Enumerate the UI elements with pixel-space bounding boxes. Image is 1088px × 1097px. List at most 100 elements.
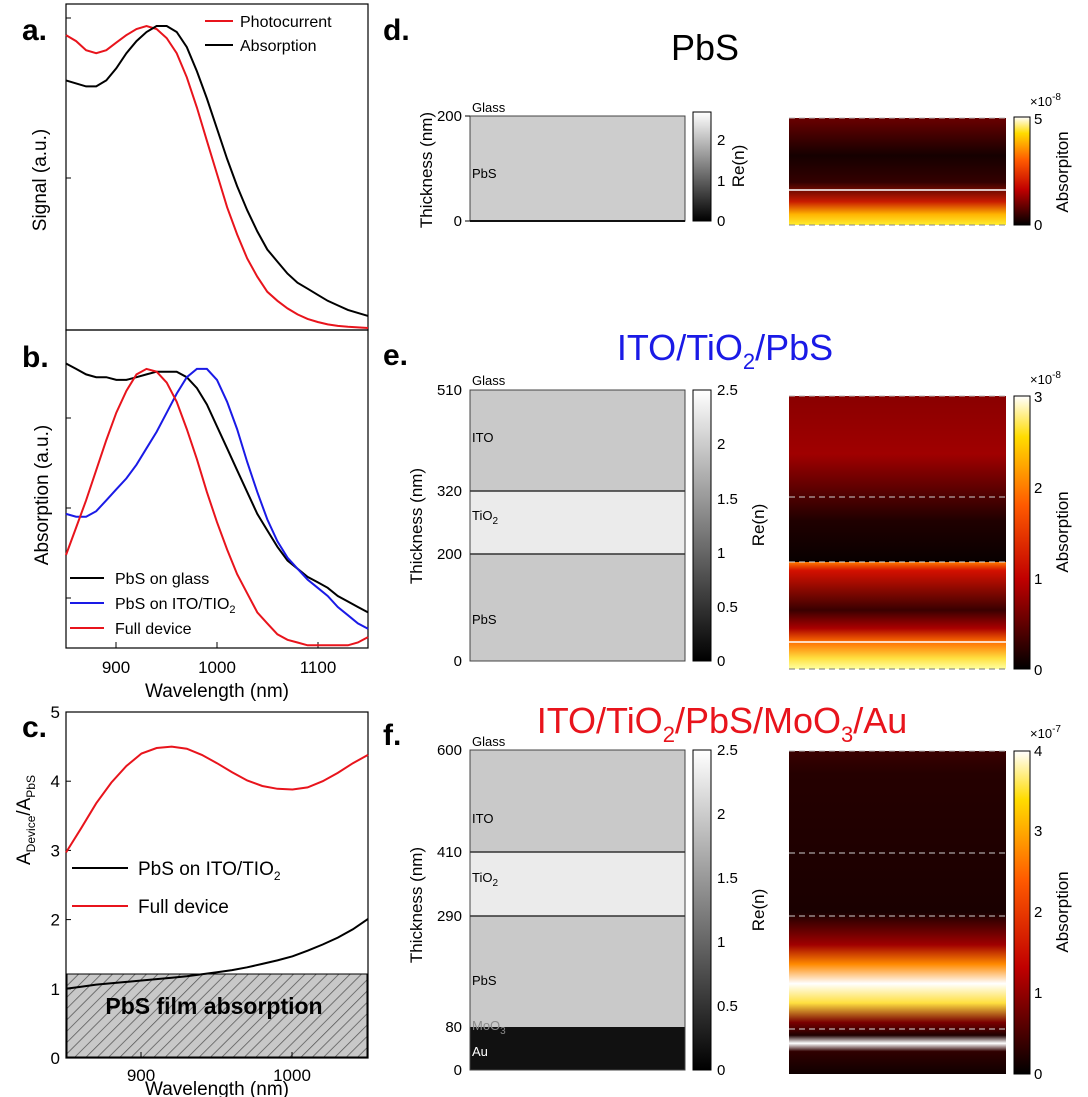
series-line-b-1 [65,362,369,614]
ytick-label-d-0: 0 [454,213,462,230]
colorbar-abs-d: 0 5 ×10-8 Absorpiton [1013,92,1072,234]
ylabel-c: ADevice/APbS [14,775,38,865]
ytick-label-c-4: 4 [51,772,60,791]
colorbar-abs-f: 0 1 2 3 4 ×10-7 Absorption [1013,724,1072,1083]
layer-tio2-f [470,852,685,916]
series-line-a-2 [65,25,369,317]
layer-pbs-d [469,115,686,222]
ytick-label-e-320: 320 [437,483,462,500]
legend-b-label-2: PbS on ITO/TIO2 [115,596,236,616]
cbar-label-f: Re(n) [749,889,768,932]
cbar-tick-e-0: 0 [717,653,725,670]
xtick-label-c-1000: 1000 [273,1066,311,1085]
yticks-b [66,417,71,599]
ytick-label-c-3: 3 [51,841,60,860]
ytick-label-e-0: 0 [454,653,462,670]
cbar-tick-f-2: 2 [717,806,725,823]
xtick-label-b-1000: 1000 [198,658,236,677]
xtick-label-c-900: 900 [127,1066,155,1085]
absorption-map-e-lower [789,562,1006,669]
legend-a-label-2: Absorption [240,38,317,55]
abs-exp-e: ×10-8 [1030,370,1061,387]
plot-c-frame [65,711,369,1059]
xlabel-c: Wavelength (nm) [145,1079,289,1097]
cbar-tick-e-0.5: 0.5 [717,599,738,616]
plot-a: Photocurrent Absorption [65,3,369,331]
abs-tick-d-0: 0 [1034,217,1042,234]
cbar-tick-e-1: 1 [717,545,725,562]
xticks-b [115,642,319,648]
structure-f: Glass ITO TiO2 PbS MoO3 Au 600 410 290 8… [437,734,686,1079]
abs-exp-d: ×10-8 [1030,92,1061,109]
xtick-label-b-900: 900 [102,658,130,677]
series-a [65,24,369,329]
colorbar-abs-d-ramp [1013,116,1031,226]
ytick-label-c-2: 2 [51,911,60,930]
abs-label-e: Absorption [1053,491,1072,572]
xtick-label-b-1100: 1100 [300,658,337,677]
title-d: PbS [671,27,739,68]
ytick-label-f-290: 290 [437,908,462,925]
legend-a-label-1: Photocurrent [240,14,332,31]
panel-letter-d: d. [383,14,410,47]
ytick-label-e-510: 510 [437,382,462,399]
cbar-tick-f-0.5: 0.5 [717,998,738,1015]
layer-ito-f [470,750,685,852]
pbs-film-absorption-band [66,973,368,1058]
panel-letter-b: b. [22,341,49,374]
title-e: ITO/TiO2/PbS [617,327,833,374]
cbar-tick-e-2: 2 [717,436,725,453]
cbar-tick-d-0: 0 [717,213,725,230]
cbar-tick-d-1: 1 [717,173,725,190]
cbar-tick-f-1: 1 [717,934,725,951]
layer-moo3-au-f [470,1027,685,1070]
structure-f-frame [469,749,686,1071]
cbar-tick-f-1.5: 1.5 [717,870,738,887]
ytick-label-c-1: 1 [51,980,60,999]
ytick-label-c-0: 0 [51,1049,60,1068]
colorbar-ren-f-ramp [692,749,712,1071]
layer-label-glass-e: Glass [472,373,506,388]
layer-label-au-f: Au [472,1044,488,1059]
abs-tick-e-2: 2 [1034,480,1042,497]
layer-label-pbs-e: PbS [472,612,497,627]
ylabel-f: Thickness (nm) [407,847,426,963]
cbar-tick-e-2.5: 2.5 [717,382,738,399]
ytick-label-c-5: 5 [51,703,60,722]
layer-tio2-e [470,491,685,554]
ylabel-d: Thickness (nm) [417,112,436,228]
panel-letter-c: c. [22,711,47,744]
colorbar-ren-f: 0 0.5 1 1.5 2 2.5 Re(n) [692,742,768,1079]
cbar-tick-e-1.5: 1.5 [717,491,738,508]
absorption-map-d [789,117,1006,226]
colorbar-ren-d: 0 1 2 Re(n) [692,111,748,230]
layer-ito-e [470,390,685,491]
ytick-label-f-80: 80 [445,1019,462,1036]
absorption-map-f [789,750,1006,1074]
abs-tick-f-3: 3 [1034,823,1042,840]
series-c [65,745,369,990]
structure-d: Glass PbS 200 0 [437,100,686,230]
ylabel-e: Thickness (nm) [407,468,426,584]
series-line-a-1 [65,24,369,329]
colorbar-ren-e: 0 0.5 1 1.5 2 2.5 Re(n) [692,382,768,670]
abs-tick-f-0: 0 [1034,1066,1042,1083]
xlabel-b: Wavelength (nm) [145,681,289,702]
absorption-map-e [789,395,1006,670]
title-f: ITO/TiO2/PbS/MoO3/Au [537,700,908,747]
series-line-c-2 [65,745,369,854]
series-line-c-1 [65,918,369,990]
structure-e: Glass ITO TiO2 PbS 510 320 200 0 [437,373,686,670]
abs-tick-f-4: 4 [1034,743,1042,760]
ylabel-a: Signal (a.u.) [30,129,51,231]
structure-e-frame [469,389,686,662]
absorption-map-d-fill [789,118,1006,225]
series-line-b-2 [65,367,369,630]
plot-b: 900 1000 1100 Wavelength (nm) PbS on gla… [65,329,369,702]
panel-letter-e: e. [383,339,408,372]
legend-c-label-1: PbS on ITO/TIO2 [138,859,281,883]
abs-tick-d-5: 5 [1034,111,1042,128]
plot-a-frame [65,3,369,331]
colorbar-abs-e-ramp [1013,395,1031,670]
